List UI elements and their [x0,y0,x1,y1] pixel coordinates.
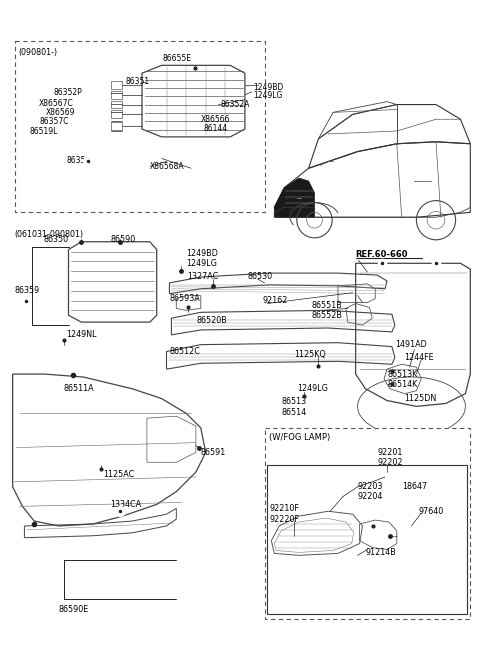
Text: (061031-090801): (061031-090801) [14,230,84,239]
Text: 92202: 92202 [377,458,403,467]
Text: 92204: 92204 [358,492,383,501]
Text: 91214B: 91214B [365,548,396,557]
Text: 92203: 92203 [358,482,383,491]
Text: X86569: X86569 [46,108,75,117]
Text: 92162: 92162 [263,296,288,305]
Text: 86590E: 86590E [58,605,88,614]
Text: 86520B: 86520B [197,316,228,325]
Text: 1125KQ: 1125KQ [294,350,325,359]
Text: 86352A: 86352A [220,100,250,109]
Text: 1334CA: 1334CA [110,500,142,509]
Text: 86590: 86590 [110,235,136,244]
Text: 1249BD: 1249BD [253,83,283,92]
Text: 1249LG: 1249LG [297,384,328,393]
Text: 1249LG: 1249LG [186,259,217,268]
Text: 86655E: 86655E [163,54,192,63]
Text: 86514K: 86514K [387,381,417,389]
Text: 92210F: 92210F [269,504,299,513]
Text: 1125AC: 1125AC [103,470,134,479]
Text: 86551B: 86551B [312,301,342,310]
Text: 92201: 92201 [377,448,403,457]
Text: 1491AD: 1491AD [395,340,427,349]
Text: 86512C: 86512C [169,347,200,356]
Text: 1244FE: 1244FE [405,353,434,362]
Text: 86350: 86350 [44,235,69,244]
Text: 1327AC: 1327AC [187,272,218,280]
Text: 1249BD: 1249BD [186,249,218,258]
Text: 86593A: 86593A [169,294,200,303]
Text: 86519L: 86519L [29,126,58,136]
Text: 86513: 86513 [281,397,306,406]
Text: 86514: 86514 [281,408,306,417]
Text: 86552B: 86552B [312,310,342,320]
Text: 86352P: 86352P [54,88,83,98]
Text: 86144: 86144 [204,124,228,132]
Text: (090801-): (090801-) [19,48,58,57]
Text: X86567C: X86567C [39,99,74,108]
Text: 1249LG: 1249LG [253,91,282,100]
Polygon shape [274,178,314,217]
Text: 92220F: 92220F [269,515,300,523]
Text: (W/FOG LAMP): (W/FOG LAMP) [269,433,331,442]
Text: 86591: 86591 [201,448,226,457]
Text: 86511A: 86511A [63,384,94,393]
Text: 1125DN: 1125DN [405,394,437,403]
Text: 86359: 86359 [67,156,91,165]
Text: X86566: X86566 [201,115,230,124]
Text: X86568A: X86568A [150,162,184,171]
Text: 86357C: 86357C [39,117,69,126]
Text: 86530: 86530 [248,272,273,280]
Text: 97640: 97640 [419,507,444,515]
Text: REF.60-660: REF.60-660 [356,250,408,259]
Text: 18647: 18647 [402,482,427,491]
Text: 86513K: 86513K [387,369,417,379]
Text: 86351: 86351 [125,77,149,86]
Text: 86359: 86359 [14,286,40,295]
Text: 1249NL: 1249NL [67,330,97,339]
